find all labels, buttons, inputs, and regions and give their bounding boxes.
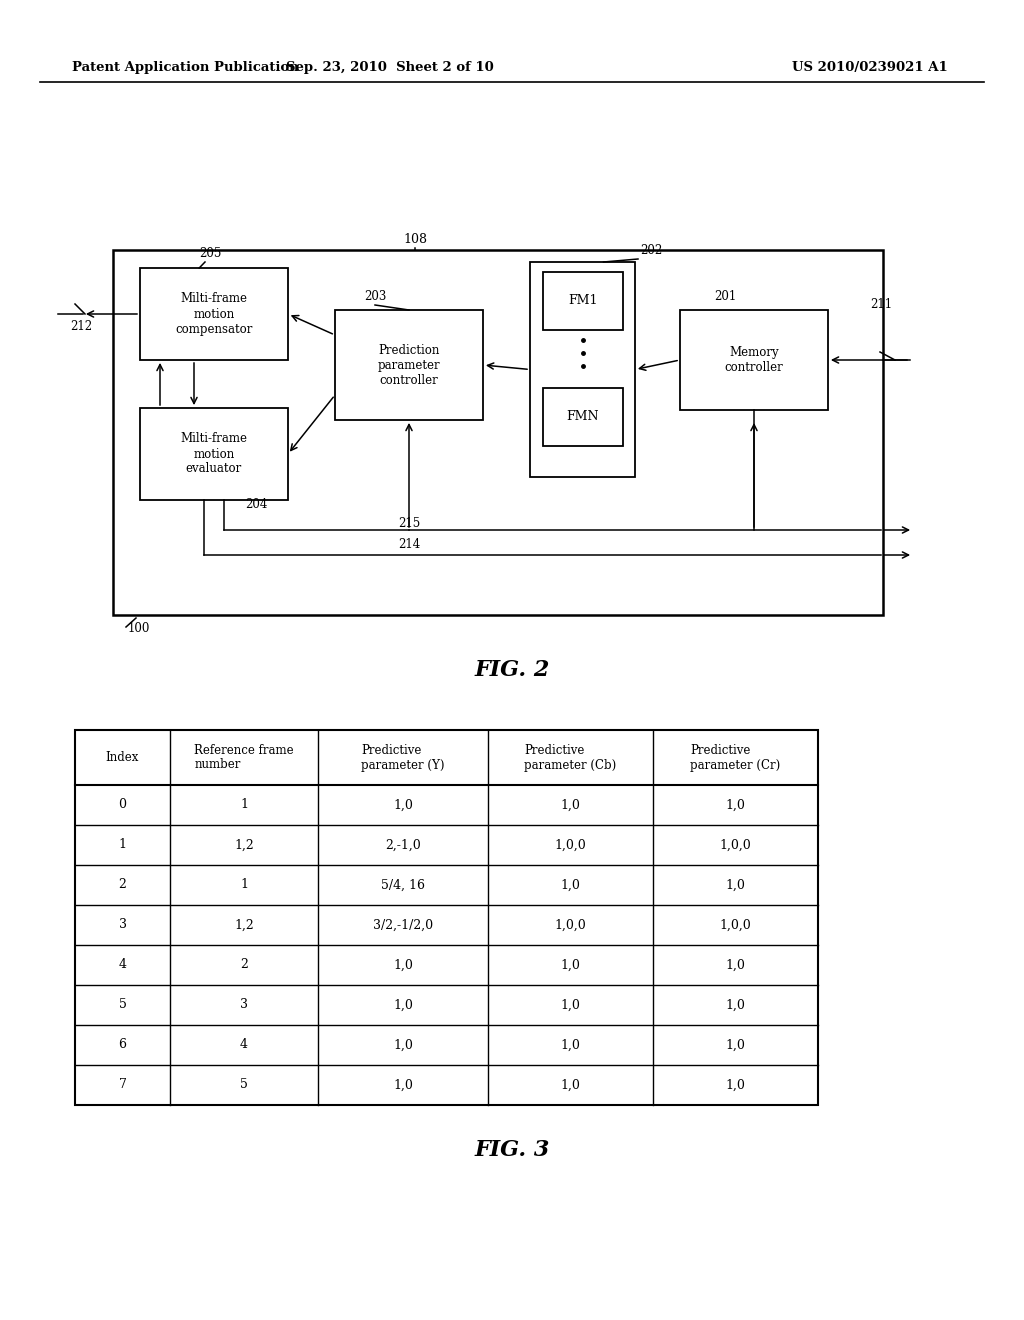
Text: 1,0: 1,0 [726,1039,745,1052]
Text: 2,-1,0: 2,-1,0 [385,838,421,851]
Text: FM1: FM1 [568,294,598,308]
Bar [335,310,483,420]
Text: Predictive
parameter (Y): Predictive parameter (Y) [361,743,444,771]
Text: 1,0: 1,0 [726,998,745,1011]
Text: Predictive
parameter (Cr): Predictive parameter (Cr) [690,743,780,771]
Text: Predictive
parameter (Cb): Predictive parameter (Cb) [524,743,616,771]
Text: 202: 202 [640,244,663,257]
Text: 1,0: 1,0 [560,998,581,1011]
Text: 1,0: 1,0 [393,958,413,972]
Text: 1,2: 1,2 [234,838,254,851]
Text: 1,0: 1,0 [393,1078,413,1092]
Text: 1,0: 1,0 [393,998,413,1011]
Text: 4: 4 [240,1039,248,1052]
Text: 1,0: 1,0 [726,879,745,891]
Text: 0: 0 [119,799,127,812]
Text: 203: 203 [364,290,386,304]
Text: 2: 2 [240,958,248,972]
Text: 211: 211 [870,298,892,312]
Text: 108: 108 [403,234,427,246]
Text: 3: 3 [119,919,127,932]
Text: 3: 3 [240,998,248,1011]
Text: Patent Application Publication: Patent Application Publication [72,62,299,74]
Bar [140,408,288,500]
Text: 100: 100 [128,622,151,635]
Text: Milti-frame
motion
evaluator: Milti-frame motion evaluator [180,433,248,475]
Text: 215: 215 [398,517,420,531]
Text: US 2010/0239021 A1: US 2010/0239021 A1 [793,62,948,74]
Text: 201: 201 [714,290,736,304]
Text: 1,0,0: 1,0,0 [555,838,587,851]
Text: Sep. 23, 2010  Sheet 2 of 10: Sep. 23, 2010 Sheet 2 of 10 [286,62,494,74]
Bar [543,272,623,330]
Text: 1,0: 1,0 [726,958,745,972]
Bar [530,261,635,477]
Bar [140,268,288,360]
Text: 1,0,0: 1,0,0 [720,838,752,851]
Text: 4: 4 [119,958,127,972]
Text: 1,0: 1,0 [393,799,413,812]
Text: 2: 2 [119,879,126,891]
Text: 1: 1 [240,879,248,891]
Text: 1,0: 1,0 [393,1039,413,1052]
Text: 205: 205 [199,247,221,260]
Text: FMN: FMN [566,411,599,424]
Bar [75,730,818,1105]
Bar [113,249,883,615]
Text: 1,2: 1,2 [234,919,254,932]
Text: 3/2,-1/2,0: 3/2,-1/2,0 [373,919,433,932]
Text: 5/4, 16: 5/4, 16 [381,879,425,891]
Text: FIG. 2: FIG. 2 [474,659,550,681]
Text: 1,0: 1,0 [560,958,581,972]
Text: 5: 5 [119,998,126,1011]
Text: Prediction
parameter
controller: Prediction parameter controller [378,343,440,387]
Text: 1,0,0: 1,0,0 [555,919,587,932]
Text: 1,0,0: 1,0,0 [720,919,752,932]
Text: 7: 7 [119,1078,126,1092]
Text: 214: 214 [398,539,420,550]
Bar [680,310,828,411]
Text: Milti-frame
motion
compensator: Milti-frame motion compensator [175,293,253,335]
Text: 1,0: 1,0 [560,879,581,891]
Text: Reference frame
number: Reference frame number [195,743,294,771]
Text: 1,0: 1,0 [560,1078,581,1092]
Text: 5: 5 [240,1078,248,1092]
Text: 212: 212 [70,319,92,333]
Text: 1,0: 1,0 [726,1078,745,1092]
Text: 1: 1 [240,799,248,812]
Text: FIG. 3: FIG. 3 [474,1139,550,1162]
Text: 6: 6 [119,1039,127,1052]
Text: 204: 204 [245,498,267,511]
Text: Index: Index [105,751,139,764]
Text: 1,0: 1,0 [560,799,581,812]
Text: 1: 1 [119,838,127,851]
Text: 1,0: 1,0 [726,799,745,812]
Bar [543,388,623,446]
Text: 1,0: 1,0 [560,1039,581,1052]
Text: Memory
controller: Memory controller [725,346,783,374]
